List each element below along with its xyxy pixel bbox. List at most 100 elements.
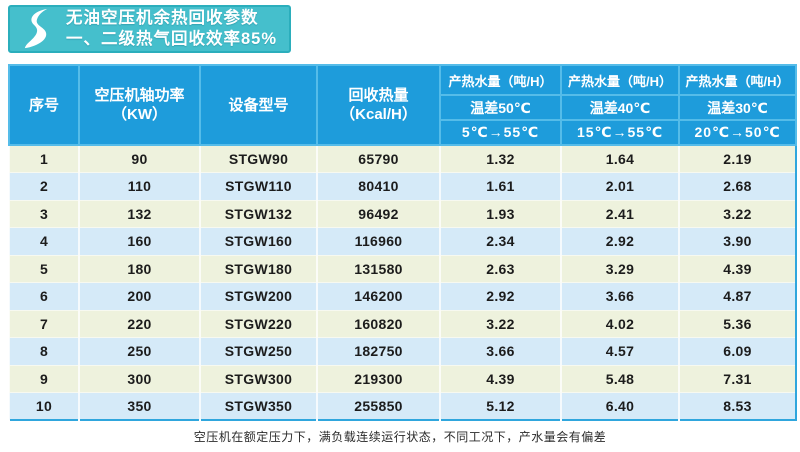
cell-model: STGW200	[199, 282, 317, 310]
cell-water-40: 5.48	[560, 364, 679, 393]
table-row: 5 180 STGW180 131580 2.63 3.29 4.39	[8, 254, 796, 283]
cell-model: STGW180	[199, 254, 317, 283]
cell-water-50: 3.66	[439, 337, 561, 365]
cell-heat: 65790	[316, 144, 440, 173]
table-row: 3 132 STGW132 96492 1.93 2.41 3.22	[8, 199, 796, 228]
header-water-group-50: 产热水量（吨/H）	[439, 64, 562, 96]
cell-power: 160	[78, 227, 200, 255]
table-row: 4 160 STGW160 116960 2.34 2.92 3.90	[8, 227, 796, 255]
cell-model: STGW132	[199, 199, 317, 228]
cell-water-30: 4.39	[678, 254, 796, 283]
cell-serial: 4	[8, 227, 79, 255]
cell-model: STGW250	[199, 337, 317, 365]
cell-power: 200	[78, 282, 200, 310]
header-shaft-power-line1: 空压机轴功率	[94, 87, 185, 104]
cell-heat: 255850	[316, 392, 440, 420]
cell-power: 300	[78, 364, 200, 393]
cell-heat: 80410	[316, 172, 440, 200]
cell-water-30: 7.31	[678, 364, 796, 393]
table-row: 7 220 STGW220 160820 3.22 4.02 5.36	[8, 309, 796, 338]
cell-model: STGW110	[199, 172, 317, 200]
cell-serial: 6	[8, 282, 79, 310]
cell-power: 220	[78, 309, 200, 338]
cell-power: 180	[78, 254, 200, 283]
cell-serial: 5	[8, 254, 79, 283]
cell-water-40: 4.02	[560, 309, 679, 338]
cell-heat: 96492	[316, 199, 440, 228]
cell-heat: 116960	[316, 227, 440, 255]
header-water-group-40: 产热水量（吨/H）	[560, 64, 680, 96]
cell-water-30: 5.36	[678, 309, 796, 338]
cell-water-50: 3.22	[439, 309, 561, 338]
heat-recovery-table: 序号 空压机轴功率 （KW） 设备型号 回收热量 （Kcal/H） 产热水量（吨…	[8, 64, 797, 421]
cell-power: 350	[78, 392, 200, 420]
header-heat-line1: 回收热量	[348, 87, 409, 104]
cell-water-30: 3.90	[678, 227, 796, 255]
cell-model: STGW350	[199, 392, 317, 420]
cell-water-50: 5.12	[439, 392, 561, 420]
cell-water-40: 2.92	[560, 227, 679, 255]
header-delta-50: 温差50℃	[439, 94, 562, 121]
cell-water-40: 4.57	[560, 337, 679, 365]
cell-heat: 146200	[316, 282, 440, 310]
header-shaft-power-line2: （KW）	[112, 106, 167, 123]
cell-power: 250	[78, 337, 200, 365]
cell-water-50: 2.63	[439, 254, 561, 283]
cell-water-50: 1.61	[439, 172, 561, 200]
s-swoosh-logo-icon	[24, 8, 48, 49]
title-banner: 无油空压机余热回收参数 一、二级热气回收效率85%	[8, 5, 291, 53]
cell-heat: 131580	[316, 254, 440, 283]
banner-titles: 无油空压机余热回收参数 一、二级热气回收效率85%	[66, 8, 277, 50]
cell-water-30: 2.19	[678, 144, 796, 173]
footnote-text: 空压机在额定压力下，满负载连续运行状态，不同工况下，产水量会有偏差	[193, 430, 607, 444]
header-heat-line2: （Kcal/H）	[340, 106, 417, 123]
header-range-40: 15℃→55℃	[560, 119, 680, 146]
cell-heat: 219300	[316, 364, 440, 393]
cell-water-50: 1.93	[439, 199, 561, 228]
cell-water-30: 4.87	[678, 282, 796, 310]
cell-serial: 7	[8, 309, 79, 338]
table-row: 10 350 STGW350 255850 5.12 6.40 8.53	[8, 392, 796, 420]
header-delta-40: 温差40℃	[560, 94, 680, 121]
cell-model: STGW90	[199, 144, 317, 173]
banner-title-line2: 一、二级热气回收效率85%	[66, 30, 278, 48]
cell-water-40: 6.40	[560, 392, 679, 420]
cell-serial: 10	[8, 392, 79, 420]
cell-water-40: 3.29	[560, 254, 679, 283]
cell-model: STGW220	[199, 309, 317, 338]
table-row: 8 250 STGW250 182750 3.66 4.57 6.09	[8, 337, 796, 365]
table-row: 9 300 STGW300 219300 4.39 5.48 7.31	[8, 364, 796, 393]
cell-power: 90	[78, 144, 200, 173]
cell-serial: 1	[8, 144, 79, 173]
cell-water-50: 2.34	[439, 227, 561, 255]
header-shaft-power: 空压机轴功率 （KW）	[78, 64, 201, 146]
table-header: 序号 空压机轴功率 （KW） 设备型号 回收热量 （Kcal/H） 产热水量（吨…	[8, 64, 797, 146]
cell-water-30: 8.53	[678, 392, 796, 420]
header-water-group-30: 产热水量（吨/H）	[678, 64, 797, 96]
banner-title-line1: 无油空压机余热回收参数	[66, 9, 259, 27]
cell-heat: 182750	[316, 337, 440, 365]
cell-heat: 160820	[316, 309, 440, 338]
cell-water-50: 4.39	[439, 364, 561, 393]
cell-water-40: 2.01	[560, 172, 679, 200]
cell-serial: 9	[8, 364, 79, 393]
cell-serial: 8	[8, 337, 79, 365]
cell-water-40: 1.64	[560, 144, 679, 173]
cell-power: 110	[78, 172, 200, 200]
header-heat: 回收热量 （Kcal/H）	[316, 64, 441, 146]
cell-model: STGW160	[199, 227, 317, 255]
cell-water-50: 1.32	[439, 144, 561, 173]
cell-water-50: 2.92	[439, 282, 561, 310]
cell-water-30: 3.22	[678, 199, 796, 228]
cell-serial: 3	[8, 199, 79, 228]
header-delta-30: 温差30℃	[678, 94, 797, 121]
cell-serial: 2	[8, 172, 79, 200]
cell-power: 132	[78, 199, 200, 228]
header-range-50: 5℃→55℃	[439, 119, 562, 146]
cell-water-40: 3.66	[560, 282, 679, 310]
header-range-30: 20℃→50℃	[678, 119, 797, 146]
table-row: 1 90 STGW90 65790 1.32 1.64 2.19	[8, 144, 796, 173]
cell-water-30: 2.68	[678, 172, 796, 200]
cell-water-30: 6.09	[678, 337, 796, 365]
header-serial: 序号	[8, 64, 80, 146]
